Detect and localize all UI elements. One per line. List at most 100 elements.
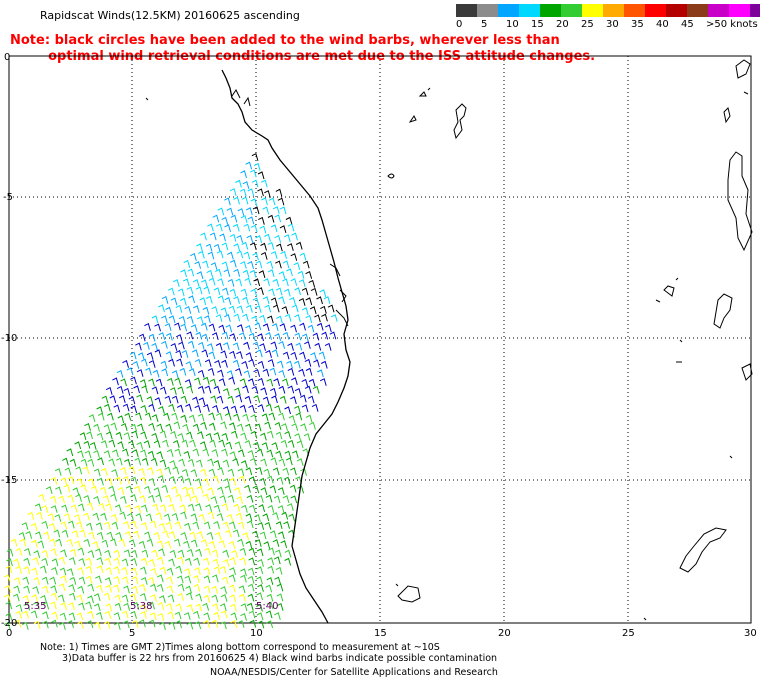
wind-barb (60, 477, 68, 486)
wind-barb (68, 612, 76, 621)
wind-barb (120, 378, 127, 387)
wind-barb (113, 404, 121, 413)
legend-label: 10 (506, 19, 519, 30)
wind-barb (130, 610, 137, 619)
wind-barb (151, 503, 159, 512)
wind-barb (246, 234, 254, 243)
wind-barb (192, 305, 200, 314)
wind-barb (41, 549, 49, 558)
wind-barb (229, 594, 237, 603)
wind-barb (275, 431, 283, 440)
wind-barb (202, 602, 210, 611)
wind-barb (174, 377, 182, 386)
wind-barb (140, 557, 148, 566)
wind-barb (134, 505, 142, 514)
wind-barb (240, 261, 247, 269)
wind-barb (281, 511, 289, 520)
wind-barb (34, 503, 42, 512)
wind-barb (180, 414, 188, 423)
wind-barb (305, 270, 313, 279)
wind-barb (284, 557, 292, 566)
wind-barb (294, 387, 302, 396)
wind-barb (22, 610, 29, 619)
x-tick-label: 0 (6, 628, 12, 639)
wind-barb (208, 351, 216, 360)
wind-barb (237, 449, 245, 458)
wind-barb (263, 468, 271, 477)
wind-barb (299, 394, 307, 403)
wind-barb (290, 396, 297, 405)
footer-credit: NOAA/NESDIS/Center for Satellite Applica… (210, 667, 498, 678)
island-small-east-3 (676, 339, 753, 459)
wind-barb (248, 504, 256, 513)
wind-barb (22, 576, 30, 585)
wind-barb (240, 432, 247, 441)
wind-barb (195, 286, 203, 295)
wind-barb (264, 421, 271, 430)
wind-barb (186, 315, 194, 324)
wind-barb (107, 412, 114, 421)
wind-barb (33, 550, 41, 559)
wind-barb (203, 612, 211, 621)
wind-barb (161, 295, 169, 304)
note-line-2: optimal wind retrieval conditions are me… (48, 49, 596, 64)
wind-barb (192, 423, 200, 432)
wind-barb (220, 350, 228, 359)
wind-barb (133, 385, 140, 394)
wind-barb (140, 576, 148, 585)
wind-barb (121, 594, 129, 603)
wind-barb (101, 395, 109, 404)
wind-barb (261, 442, 269, 450)
y-tick-label: -10 (1, 333, 17, 344)
wind-barb (60, 549, 67, 558)
wind-barb (120, 467, 127, 475)
wind-barb (4, 594, 11, 602)
wind-barb (76, 612, 84, 621)
wind-barb (196, 243, 203, 252)
wind-barb (249, 169, 257, 178)
wind-barb (244, 439, 252, 448)
wind-barb (118, 395, 126, 404)
wind-barb (165, 494, 172, 503)
wind-barb (202, 478, 210, 486)
wind-barb (240, 603, 248, 612)
wind-barb (186, 286, 194, 295)
wind-barb (329, 331, 337, 340)
wind-barb (90, 485, 98, 494)
legend-swatch (477, 4, 498, 17)
wind-barb (210, 496, 218, 504)
wind-barb (274, 576, 281, 585)
wind-barb (113, 549, 121, 558)
wind-barb (184, 522, 191, 531)
wind-barb (235, 367, 242, 376)
legend-labels: 0 5 10 15 20 25 30 35 40 45 >50 knots (456, 17, 760, 31)
wind-barb (247, 583, 255, 592)
wind-barb (168, 503, 176, 512)
wind-barb (233, 296, 240, 304)
wind-barb (207, 511, 215, 520)
wind-barb (260, 251, 268, 260)
wind-barb (257, 584, 264, 592)
wind-barb (180, 395, 188, 404)
wind-barb (113, 557, 121, 566)
wind-barb (223, 268, 231, 277)
wind-barb (183, 540, 190, 549)
wind-barb (287, 385, 295, 394)
wind-barb (319, 378, 327, 386)
wind-barb (105, 584, 112, 593)
wind-barb (86, 620, 94, 629)
wind-barb (122, 403, 130, 412)
wind-barb (164, 540, 172, 549)
island-south-east (679, 527, 727, 573)
wind-barb (115, 431, 123, 440)
wind-barb (31, 567, 38, 576)
wind-barb (232, 342, 240, 351)
wind-barb (236, 250, 244, 259)
wind-barb (168, 621, 176, 630)
wind-barb (165, 521, 173, 530)
wind-barb (175, 620, 182, 629)
wind-barb (232, 359, 240, 368)
wind-barb (173, 421, 181, 430)
wind-barb (310, 287, 318, 296)
legend-swatch (708, 4, 729, 17)
